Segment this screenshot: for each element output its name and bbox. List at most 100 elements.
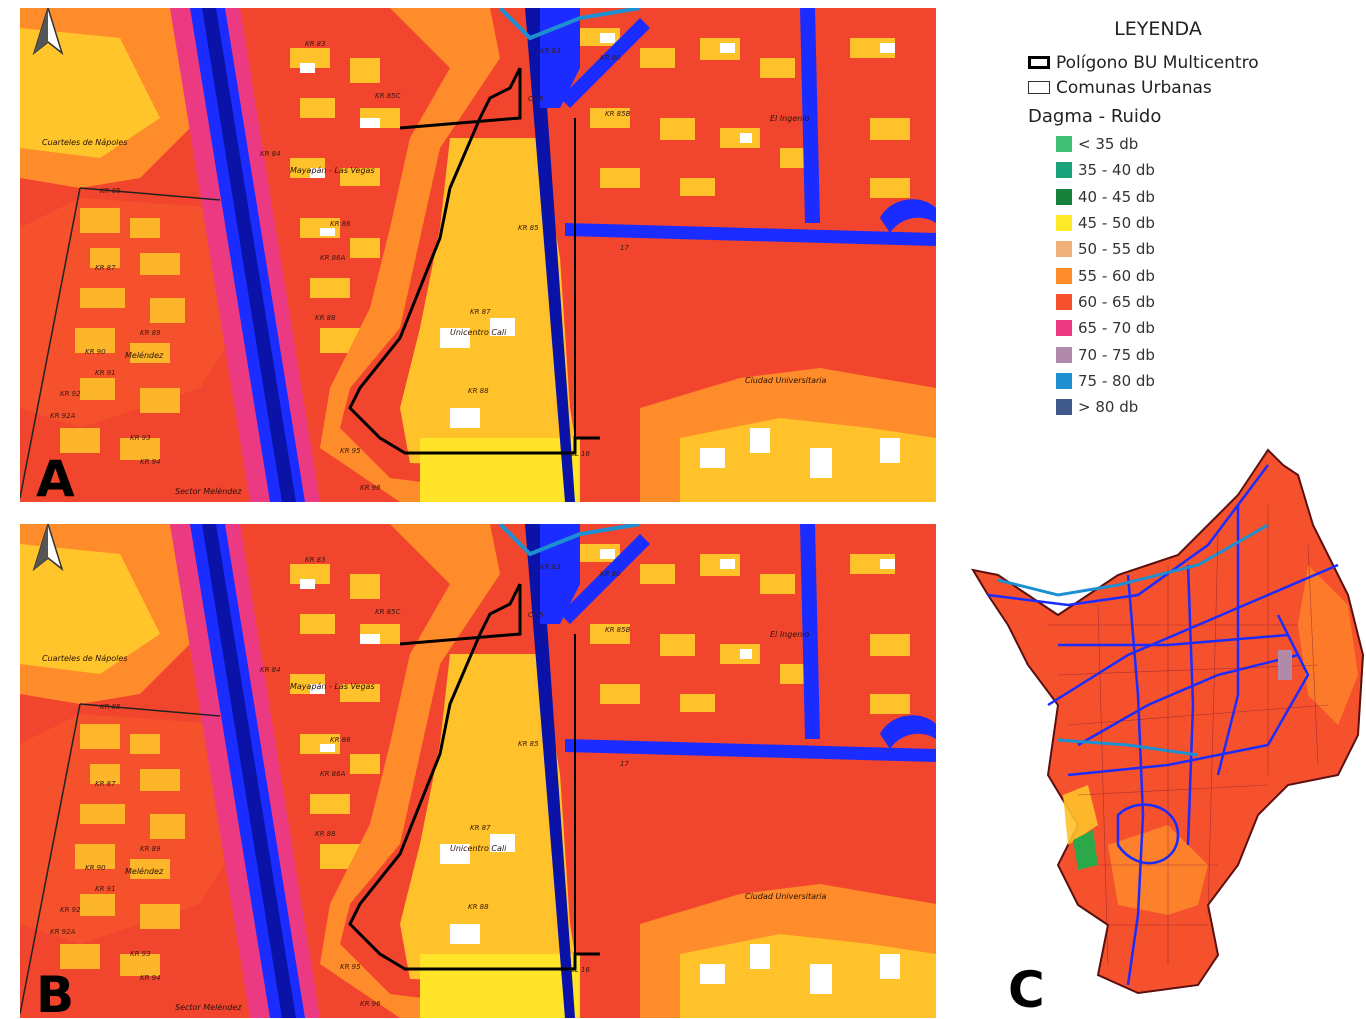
svg-text:KR 83: KR 83 <box>305 556 326 564</box>
noise-class-swatch <box>1056 346 1072 363</box>
svg-text:KR 95: KR 95 <box>340 447 361 455</box>
svg-text:KR 96: KR 96 <box>360 1000 381 1008</box>
polygon-symbol-icon <box>1028 56 1050 69</box>
svg-text:KR 85: KR 85 <box>518 740 539 748</box>
panel-letter-b: B <box>36 966 75 1018</box>
noise-class-row: 75 - 80 db <box>1028 368 1318 394</box>
noise-class-label: < 35 db <box>1078 135 1139 154</box>
noise-class-swatch <box>1056 293 1072 310</box>
svg-text:KR 88: KR 88 <box>315 314 336 322</box>
map-panel-b[interactable]: Cuarteles de Nápoles Mayapán - Las Vegas… <box>20 524 936 1018</box>
svg-text:KR 90: KR 90 <box>85 864 106 872</box>
svg-text:KR 88: KR 88 <box>468 903 489 911</box>
svg-text:KR 92: KR 92 <box>60 390 81 398</box>
svg-text:KR 85C: KR 85C <box>375 608 401 616</box>
svg-text:CL 16: CL 16 <box>570 450 590 458</box>
svg-text:KR 87: KR 87 <box>95 264 116 272</box>
panel-letter-a: A <box>36 450 75 502</box>
noise-class-swatch <box>1056 215 1072 232</box>
svg-text:KR 85: KR 85 <box>100 703 121 711</box>
noise-class-row: < 35 db <box>1028 131 1318 157</box>
noise-class-list: < 35 db 35 - 40 db 40 - 45 db 45 - 50 db 50 … <box>1028 131 1318 420</box>
svg-text:Sector Meléndez: Sector Meléndez <box>175 486 242 496</box>
panel-letter-c: C <box>1008 961 1045 1019</box>
svg-text:KR 92A: KR 92A <box>50 412 76 420</box>
noise-class-row: 65 - 70 db <box>1028 315 1318 341</box>
svg-text:KR 89: KR 89 <box>140 329 161 337</box>
legend-comunas-row: Comunas Urbanas <box>1028 75 1318 100</box>
svg-text:KR 94: KR 94 <box>140 458 161 466</box>
svg-text:CL 5: CL 5 <box>528 95 544 103</box>
svg-text:KR 85: KR 85 <box>518 224 539 232</box>
svg-text:KR 83: KR 83 <box>305 40 326 48</box>
svg-text:Unicentro Cali: Unicentro Cali <box>450 328 507 337</box>
svg-text:Unicentro Cali: Unicentro Cali <box>450 844 507 853</box>
noise-class-label: 60 - 65 db <box>1078 292 1155 311</box>
svg-text:KR 83: KR 83 <box>540 563 561 571</box>
svg-text:KR 93: KR 93 <box>130 434 151 442</box>
svg-text:Sector Meléndez: Sector Meléndez <box>175 1002 242 1012</box>
noise-class-swatch <box>1056 241 1072 258</box>
svg-text:Mayapán - Las Vegas: Mayapán - Las Vegas <box>290 682 375 691</box>
svg-text:KR 91: KR 91 <box>95 369 116 377</box>
svg-text:KR 85C: KR 85C <box>375 92 401 100</box>
svg-text:Meléndez: Meléndez <box>125 350 164 360</box>
overview-map[interactable]: C <box>968 445 1366 1015</box>
svg-text:17: 17 <box>620 760 629 768</box>
svg-text:KR 80: KR 80 <box>600 570 621 578</box>
svg-text:Ciudad Universitaria: Ciudad Universitaria <box>745 376 827 385</box>
svg-text:KR 85: KR 85 <box>100 187 121 195</box>
noise-class-swatch <box>1056 399 1072 416</box>
legend-polygon-row: Polígono BU Multicentro <box>1028 50 1318 75</box>
svg-text:KR 84: KR 84 <box>260 150 281 158</box>
svg-text:KR 87: KR 87 <box>470 308 491 316</box>
svg-text:KR 80: KR 80 <box>600 54 621 62</box>
svg-text:KR 83: KR 83 <box>540 47 561 55</box>
noise-class-row: 40 - 45 db <box>1028 184 1318 210</box>
svg-text:Ciudad Universitaria: Ciudad Universitaria <box>745 892 827 901</box>
svg-text:KR 85B: KR 85B <box>605 626 631 634</box>
svg-text:KR 88: KR 88 <box>315 830 336 838</box>
noise-class-swatch <box>1056 136 1072 153</box>
svg-text:CL 5: CL 5 <box>528 611 544 619</box>
noise-class-swatch <box>1056 372 1072 389</box>
north-arrow-icon-a <box>32 8 64 56</box>
svg-text:KR 86A: KR 86A <box>320 254 346 262</box>
city-overview-map <box>970 448 1365 995</box>
svg-text:KR 93: KR 93 <box>130 950 151 958</box>
svg-text:Mayapán - Las Vegas: Mayapán - Las Vegas <box>290 166 375 175</box>
svg-text:KR 90: KR 90 <box>85 348 106 356</box>
comunas-label: Comunas Urbanas <box>1056 77 1212 98</box>
svg-text:KR 96: KR 96 <box>360 484 381 492</box>
svg-text:KR 91: KR 91 <box>95 885 116 893</box>
noise-class-row: 60 - 65 db <box>1028 289 1318 315</box>
svg-text:KR 89: KR 89 <box>140 845 161 853</box>
legend: LEYENDA Polígono BU Multicentro Comunas … <box>1028 18 1318 420</box>
svg-text:KR 86A: KR 86A <box>320 770 346 778</box>
noise-class-label: 45 - 50 db <box>1078 214 1155 233</box>
svg-text:KR 86: KR 86 <box>330 736 351 744</box>
map-panel-a[interactable]: Cuarteles de Nápoles Mayapán - Las Vegas… <box>20 8 936 502</box>
noise-class-label: 50 - 55 db <box>1078 240 1155 259</box>
noise-map-a: Cuarteles de Nápoles Mayapán - Las Vegas… <box>20 8 936 502</box>
comunas-symbol-icon <box>1028 81 1050 94</box>
noise-class-swatch <box>1056 320 1072 337</box>
noise-class-swatch <box>1056 188 1072 205</box>
noise-class-label: 75 - 80 db <box>1078 371 1155 390</box>
noise-map-b: Cuarteles de Nápoles Mayapán - Las Vegas… <box>20 524 936 1018</box>
noise-class-swatch <box>1056 267 1072 284</box>
svg-text:KR 87: KR 87 <box>470 824 491 832</box>
svg-text:El Ingenio: El Ingenio <box>770 630 810 639</box>
svg-text:KR 92: KR 92 <box>60 906 81 914</box>
noise-legend-title: Dagma - Ruido <box>1028 106 1162 127</box>
svg-text:Cuarteles de Nápoles: Cuarteles de Nápoles <box>42 138 127 147</box>
svg-text:KR 95: KR 95 <box>340 963 361 971</box>
legend-title: LEYENDA <box>1114 18 1202 40</box>
noise-class-row: 45 - 50 db <box>1028 210 1318 236</box>
noise-class-row: > 80 db <box>1028 394 1318 420</box>
svg-text:KR 92A: KR 92A <box>50 928 76 936</box>
svg-text:KR 88: KR 88 <box>468 387 489 395</box>
noise-class-row: 50 - 55 db <box>1028 236 1318 262</box>
noise-class-label: 55 - 60 db <box>1078 266 1155 285</box>
noise-class-label: 70 - 75 db <box>1078 345 1155 364</box>
